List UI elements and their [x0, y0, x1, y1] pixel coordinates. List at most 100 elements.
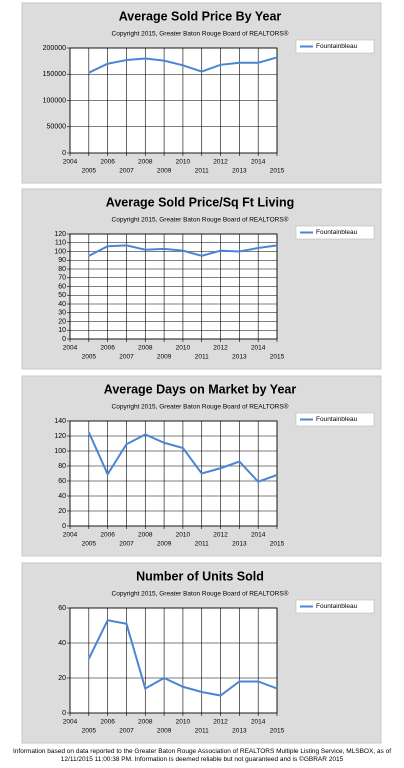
- x-tick-label: 2009: [157, 541, 172, 548]
- y-tick-label: 10: [58, 327, 66, 334]
- x-tick-label: 2012: [213, 719, 228, 726]
- series-line: [87, 619, 278, 697]
- x-tick-label: 2012: [213, 345, 228, 352]
- y-tick-label: 20: [58, 318, 66, 325]
- y-tick-label: 70: [58, 275, 66, 282]
- x-tick-label: 2007: [119, 541, 134, 548]
- chart-title: Number of Units Sold: [136, 569, 264, 583]
- x-tick-label: 2004: [63, 159, 78, 166]
- y-tick-label: 0: [62, 336, 66, 343]
- x-tick-label: 2009: [157, 354, 172, 361]
- y-tick-label: 100: [54, 248, 66, 255]
- y-tick-label: 140: [54, 418, 66, 425]
- series-line: [87, 431, 278, 483]
- x-tick-label: 2004: [63, 345, 78, 352]
- x-tick-label: 2006: [100, 159, 115, 166]
- x-tick-label: 2007: [119, 168, 134, 175]
- x-tick-label: 2013: [232, 541, 247, 548]
- x-tick-label: 2015: [270, 354, 285, 361]
- y-tick-label: 30: [58, 310, 66, 317]
- x-tick-label: 2015: [270, 541, 285, 548]
- x-tick-label: 2013: [232, 354, 247, 361]
- legend-label: Fountainbleau: [316, 416, 358, 423]
- x-tick-label: 2009: [157, 168, 172, 175]
- chart-title: Average Days on Market by Year: [104, 382, 297, 396]
- x-tick-label: 2011: [195, 541, 209, 548]
- x-tick-label: 2014: [251, 719, 266, 726]
- x-tick-label: 2006: [100, 345, 115, 352]
- y-tick-label: 50000: [47, 124, 67, 131]
- chart-subtitle: Copyright 2015, Greater Baton Rouge Boar…: [112, 590, 289, 598]
- y-tick-label: 60: [58, 283, 66, 290]
- y-tick-label: 20: [58, 675, 66, 682]
- x-tick-label: 2011: [195, 728, 209, 735]
- x-tick-label: 2006: [100, 719, 115, 726]
- legend-box: [295, 225, 375, 240]
- y-tick-label: 40: [58, 493, 66, 500]
- y-tick-label: 110: [55, 240, 66, 247]
- x-tick-label: 2007: [119, 728, 134, 735]
- y-tick-label: 0: [62, 150, 66, 157]
- y-tick-label: 90: [58, 257, 66, 264]
- footer: Information based on data reported to th…: [12, 748, 392, 763]
- x-tick-label: 2013: [232, 728, 247, 735]
- x-tick-label: 2014: [251, 345, 266, 352]
- y-tick-label: 60: [58, 605, 66, 612]
- x-tick-label: 2012: [213, 159, 228, 166]
- x-tick-label: 2006: [100, 532, 115, 539]
- chart-subtitle: Copyright 2015, Greater Baton Rouge Boar…: [112, 403, 289, 411]
- chart-title: Average Sold Price By Year: [119, 9, 282, 23]
- x-tick-label: 2005: [82, 168, 97, 175]
- x-tick-label: 2015: [270, 728, 285, 735]
- y-tick-label: 200000: [43, 45, 66, 52]
- legend-label: Fountainbleau: [316, 43, 358, 50]
- x-tick-label: 2008: [138, 159, 153, 166]
- x-tick-label: 2005: [82, 354, 97, 361]
- plot-area: [69, 420, 278, 527]
- y-tick-label: 100: [54, 448, 66, 455]
- plot-area: [69, 607, 278, 714]
- legend-box: [295, 412, 375, 427]
- chart-subtitle: Copyright 2015, Greater Baton Rouge Boar…: [112, 216, 289, 224]
- y-tick-label: 120: [54, 433, 66, 440]
- y-tick-label: 0: [62, 523, 66, 530]
- series-line: [88, 244, 278, 257]
- x-tick-label: 2013: [232, 168, 247, 175]
- y-tick-label: 20: [58, 508, 66, 515]
- x-tick-label: 2010: [176, 719, 191, 726]
- x-tick-label: 2015: [270, 168, 285, 175]
- y-tick-label: 150000: [43, 71, 66, 78]
- x-tick-label: 2008: [138, 719, 153, 726]
- y-tick-label: 0: [62, 710, 66, 717]
- y-tick-label: 40: [58, 301, 66, 308]
- x-tick-label: 2010: [176, 159, 191, 166]
- y-tick-label: 100000: [43, 97, 66, 104]
- y-tick-label: 40: [58, 640, 66, 647]
- x-tick-label: 2005: [82, 541, 97, 548]
- y-tick-label: 80: [58, 463, 66, 470]
- x-tick-label: 2014: [251, 532, 266, 539]
- x-tick-label: 2005: [82, 728, 97, 735]
- y-tick-label: 50: [58, 292, 66, 299]
- x-tick-label: 2004: [63, 532, 78, 539]
- x-tick-label: 2010: [176, 345, 191, 352]
- series-line: [88, 56, 278, 74]
- chart-title: Average Sold Price/Sq Ft Living: [106, 195, 294, 209]
- y-tick-label: 120: [54, 231, 66, 238]
- legend-label: Fountainbleau: [316, 603, 358, 610]
- y-tick-label: 80: [58, 266, 66, 273]
- x-tick-label: 2008: [138, 345, 153, 352]
- chart-subtitle: Copyright 2015, Greater Baton Rouge Boar…: [112, 30, 289, 38]
- x-tick-label: 2008: [138, 532, 153, 539]
- x-tick-label: 2004: [63, 719, 78, 726]
- legend-box: [295, 599, 375, 614]
- x-tick-label: 2007: [119, 354, 134, 361]
- x-tick-label: 2011: [195, 354, 209, 361]
- legend-label: Fountainbleau: [316, 229, 358, 236]
- y-tick-label: 60: [58, 478, 66, 485]
- legend-box: [295, 39, 375, 54]
- x-tick-label: 2009: [157, 728, 172, 735]
- x-tick-label: 2010: [176, 532, 191, 539]
- x-tick-label: 2012: [213, 532, 228, 539]
